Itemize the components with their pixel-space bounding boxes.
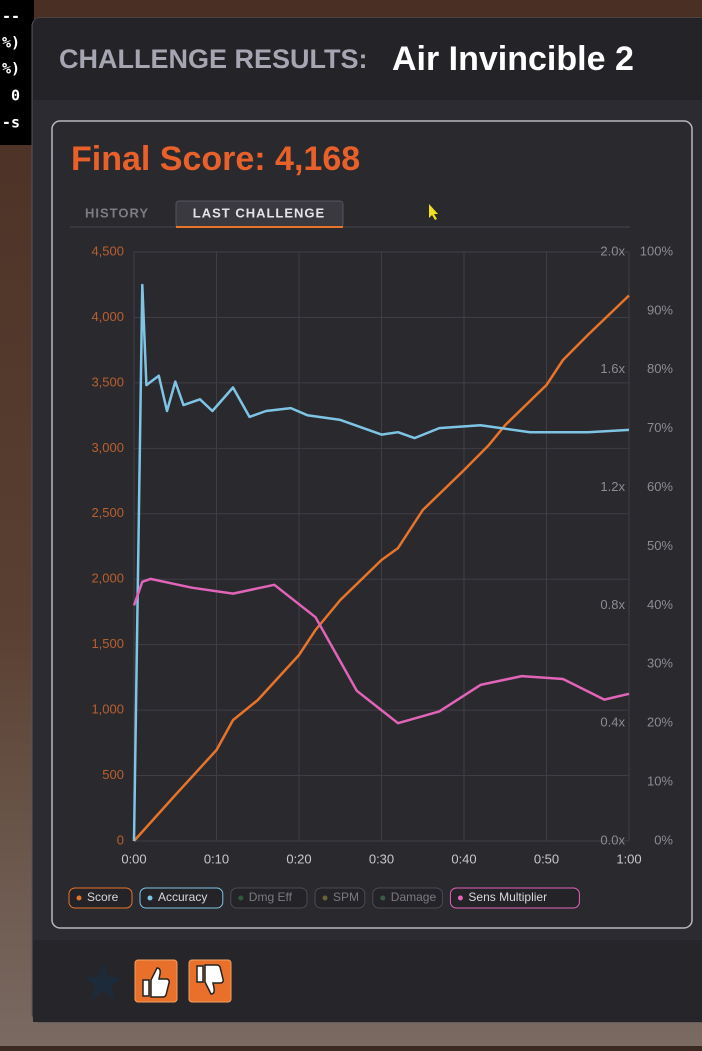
hud-text: -- <box>2 8 20 26</box>
y3-tick-label: 20% <box>647 715 673 730</box>
legend-label: Dmg Eff <box>249 890 293 904</box>
final-score: Final Score: 4,168 <box>71 140 360 178</box>
y2-tick-label: 1.6x <box>600 361 625 376</box>
hud-text: --s <box>0 114 20 132</box>
x-tick-label: 0:10 <box>204 851 229 866</box>
hud-box <box>0 0 34 145</box>
thumbs-down-icon <box>196 964 224 995</box>
y-tick-label: 1,500 <box>91 636 124 651</box>
legend-label: Accuracy <box>158 890 207 904</box>
y-tick-label: 500 <box>102 767 124 782</box>
legend-dot <box>322 895 328 901</box>
y3-tick-label: 70% <box>647 420 673 435</box>
legend-item[interactable] <box>139 887 224 909</box>
header-title: Air Invincible 2 <box>392 40 634 78</box>
y2-tick-label: 0.0x <box>600 832 625 847</box>
x-tick-label: 0:30 <box>369 851 394 866</box>
legend-item[interactable] <box>314 887 366 909</box>
y3-tick-label: 0% <box>654 832 673 847</box>
legend-item[interactable] <box>372 887 443 909</box>
tab[interactable]: LAST CHALLENGE <box>193 205 325 220</box>
thumbs-up-icon <box>142 967 170 998</box>
legend-item[interactable] <box>449 887 580 909</box>
x-tick-label: 1:00 <box>616 851 641 866</box>
legend-label: Sens Multiplier <box>468 890 547 904</box>
chart-card <box>51 120 693 929</box>
x-tick-label: 0:40 <box>451 851 476 866</box>
x-tick-label: 0:50 <box>534 851 559 866</box>
y-tick-label: 1,000 <box>91 702 124 717</box>
legend-dot <box>380 895 386 901</box>
plot: 0 500 1,000 1,500 2,000 2,500 3,000 3,500 4,000 4… <box>91 243 673 866</box>
y-tick-label: 4,000 <box>91 309 124 324</box>
y3-tick-label: 90% <box>647 302 673 317</box>
y2-tick-label: 1.2x <box>600 479 625 494</box>
favorite-star[interactable] <box>84 963 122 1000</box>
y2-tick-label: 0.8x <box>600 597 625 612</box>
y2-tick-label: 2.0x <box>600 243 625 258</box>
legend-dot <box>457 895 463 901</box>
y-tick-label: 2,500 <box>91 505 124 520</box>
legend-dot <box>147 895 153 901</box>
header-label: CHALLENGE RESULTS: <box>59 44 368 74</box>
footer-bar <box>33 940 702 1022</box>
series-line <box>132 577 630 725</box>
legend-dot <box>238 895 244 901</box>
hud-text: %) <box>2 60 20 78</box>
y-tick-label: 0 <box>117 832 124 847</box>
tab[interactable]: HISTORY <box>85 205 149 220</box>
y3-tick-label: 60% <box>647 479 673 494</box>
legend-item[interactable] <box>230 887 308 909</box>
legend-item[interactable] <box>68 887 133 909</box>
cursor <box>429 204 438 220</box>
y-tick-label: 2,000 <box>91 571 124 586</box>
y2-tick-label: 0.4x <box>600 715 625 730</box>
legend-label: Score <box>87 890 119 904</box>
series-line <box>132 283 630 842</box>
hud-text: 0 <box>11 87 20 105</box>
series-line <box>133 294 630 842</box>
header-bar <box>33 18 702 100</box>
y3-tick-label: 10% <box>647 774 673 789</box>
y3-tick-label: 100% <box>640 243 674 258</box>
y3-tick-label: 40% <box>647 597 673 612</box>
y-tick-label: 3,500 <box>91 374 124 389</box>
y-tick-label: 4,500 <box>91 243 124 258</box>
x-tick-label: 0:00 <box>121 851 146 866</box>
hud-text: %) <box>2 34 20 52</box>
y-tick-label: 3,000 <box>91 440 124 455</box>
legend-label: SPM <box>333 890 359 904</box>
legend: Score Accuracy Dmg Eff SPM Damage Sens Multip… <box>68 887 580 909</box>
y3-tick-label: 80% <box>647 361 673 376</box>
x-tick-label: 0:20 <box>286 851 311 866</box>
legend-dot <box>76 895 82 901</box>
legend-label: Damage <box>391 890 437 904</box>
y3-tick-label: 30% <box>647 656 673 671</box>
y3-tick-label: 50% <box>647 538 673 553</box>
